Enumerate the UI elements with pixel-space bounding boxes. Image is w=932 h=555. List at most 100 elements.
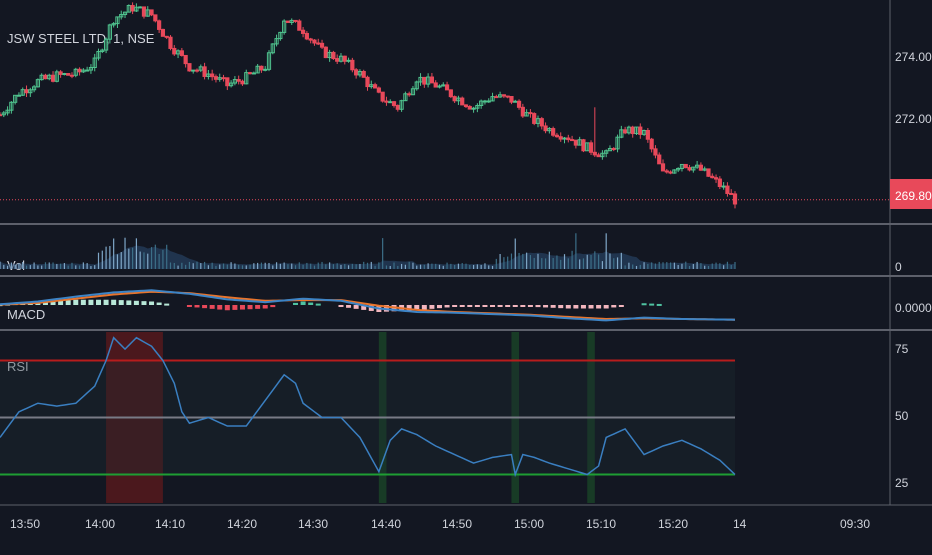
candle-body[interactable] (532, 113, 537, 124)
candle-body[interactable] (270, 43, 275, 54)
candle-body[interactable] (664, 170, 669, 173)
candle-body[interactable] (16, 94, 22, 97)
candle-body[interactable] (62, 73, 67, 76)
candle-body[interactable] (141, 6, 147, 17)
candle-body[interactable] (437, 85, 442, 88)
candle-body[interactable] (210, 73, 215, 78)
candle-body[interactable] (585, 142, 590, 152)
candle-body[interactable] (88, 66, 94, 71)
candle-body[interactable] (676, 167, 681, 171)
candle-body[interactable] (645, 130, 650, 140)
candle-body[interactable] (338, 55, 344, 62)
candle-body[interactable] (100, 49, 105, 52)
candle-body[interactable] (319, 42, 325, 48)
candle-body[interactable] (482, 100, 488, 103)
candle-body[interactable] (448, 89, 453, 98)
candle-body[interactable] (175, 50, 181, 55)
candle-body[interactable] (623, 129, 628, 134)
rsi-line[interactable] (0, 336, 736, 478)
candle-body[interactable] (429, 76, 435, 84)
candle-body[interactable] (513, 100, 518, 103)
candle-body[interactable] (490, 96, 495, 102)
candle-body[interactable] (0, 114, 3, 117)
candle-body[interactable] (577, 139, 582, 146)
candle-body[interactable] (732, 193, 738, 205)
candle-body[interactable] (58, 71, 63, 75)
candle-body[interactable] (729, 192, 734, 195)
candle-body[interactable] (376, 87, 381, 93)
candle-body[interactable] (221, 77, 226, 80)
candle-body[interactable] (369, 84, 374, 88)
candle-body[interactable] (566, 137, 571, 141)
candle-body[interactable] (657, 154, 662, 165)
candle-body[interactable] (9, 101, 14, 111)
candle-body[interactable] (551, 128, 556, 136)
candle-body[interactable] (263, 68, 268, 71)
candle-body[interactable] (115, 16, 120, 25)
candle-body[interactable] (198, 66, 203, 71)
candle-body[interactable] (168, 36, 173, 49)
candle-body[interactable] (13, 94, 18, 103)
candle-body[interactable] (232, 79, 237, 84)
candle-body[interactable] (191, 69, 196, 72)
candle-body[interactable] (251, 72, 256, 75)
candle-body[interactable] (297, 20, 302, 31)
candle-body[interactable] (509, 95, 514, 103)
candle-body[interactable] (217, 77, 222, 80)
candle-body[interactable] (145, 9, 150, 17)
candle-body[interactable] (236, 79, 241, 82)
candle-body[interactable] (679, 163, 685, 169)
candle-body[interactable] (672, 169, 677, 174)
candle-body[interactable] (695, 164, 700, 168)
macd-line[interactable] (0, 289, 736, 322)
candle-body[interactable] (422, 76, 427, 85)
candle-body[interactable] (535, 118, 541, 124)
candle-body[interactable] (160, 28, 166, 37)
candle-body[interactable] (547, 128, 552, 132)
candle-body[interactable] (130, 5, 135, 12)
candle-body[interactable] (581, 139, 586, 152)
candle-body[interactable] (119, 14, 124, 18)
candle-body[interactable] (467, 106, 472, 110)
candle-body[interactable] (361, 70, 366, 78)
candle-body[interactable] (47, 74, 52, 80)
candle-body[interactable] (229, 82, 234, 87)
candle-body[interactable] (725, 185, 730, 194)
candle-body[interactable] (399, 100, 404, 110)
candle-body[interactable] (372, 84, 378, 89)
candle-body[interactable] (380, 91, 385, 102)
candle-body[interactable] (289, 19, 294, 23)
candle-body[interactable] (604, 150, 609, 154)
candle-body[interactable] (607, 148, 613, 152)
candle-body[interactable] (1, 112, 6, 116)
candle-body[interactable] (543, 125, 548, 132)
candle-body[interactable] (331, 51, 336, 60)
candle-body[interactable] (649, 138, 654, 150)
candle-body[interactable] (122, 11, 128, 16)
candle-body[interactable] (316, 42, 321, 45)
candle-body[interactable] (562, 137, 567, 140)
candle-body[interactable] (20, 89, 25, 96)
candle-body[interactable] (308, 38, 313, 41)
candle-body[interactable] (285, 20, 291, 23)
candle-body[interactable] (592, 151, 597, 156)
rsi-pane-label[interactable]: RSI (7, 359, 29, 374)
candle-body[interactable] (266, 52, 272, 70)
candle-body[interactable] (354, 69, 359, 76)
candle-body[interactable] (350, 59, 355, 71)
candle-body[interactable] (323, 46, 328, 59)
candle-body[interactable] (433, 82, 438, 88)
candle-body[interactable] (85, 69, 90, 72)
candle-body[interactable] (247, 72, 253, 75)
candle-body[interactable] (164, 35, 169, 38)
candle-body[interactable] (293, 19, 298, 22)
candle-body[interactable] (126, 5, 131, 13)
candle-body[interactable] (721, 185, 726, 188)
candle-body[interactable] (486, 100, 491, 103)
candle-body[interactable] (92, 57, 97, 68)
candle-body[interactable] (54, 71, 59, 82)
rsi-pane[interactable] (0, 332, 736, 503)
candle-body[interactable] (357, 70, 363, 76)
candle-body[interactable] (452, 96, 457, 102)
